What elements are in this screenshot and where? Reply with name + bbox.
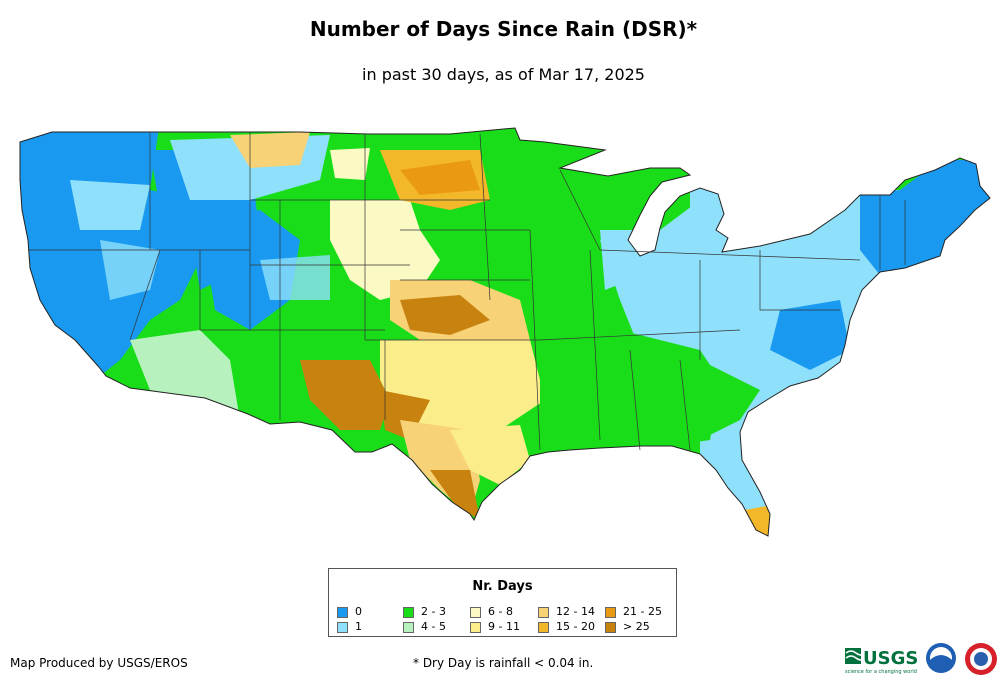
legend-label: 12 - 14 bbox=[556, 605, 595, 618]
legend-label: 2 - 3 bbox=[421, 605, 446, 618]
legend-swatch bbox=[605, 621, 616, 633]
legend-item: 2 - 3 bbox=[403, 605, 446, 618]
usgs-tagline: science for a changing world bbox=[845, 669, 917, 675]
legend-swatch bbox=[403, 606, 414, 618]
legend-swatch bbox=[538, 621, 549, 633]
map-title: Number of Days Since Rain (DSR)* bbox=[309, 17, 698, 41]
legend-swatch bbox=[538, 606, 549, 618]
legend-swatch bbox=[403, 621, 414, 633]
legend-item: 15 - 20 bbox=[538, 620, 595, 633]
us-outline bbox=[19, 127, 991, 537]
legend-title: Nr. Days bbox=[472, 579, 533, 594]
usgs-wordmark: USGS bbox=[863, 648, 918, 669]
legend-item: 0 bbox=[337, 605, 362, 618]
map-subtitle: in past 30 days, as of Mar 17, 2025 bbox=[362, 65, 645, 84]
noaa-logo-icon bbox=[926, 643, 956, 673]
credit-text: Map Produced by USGS/EROS bbox=[10, 656, 188, 670]
legend-swatch bbox=[337, 621, 348, 633]
legend-label: 21 - 25 bbox=[623, 605, 662, 618]
legend-item: 9 - 11 bbox=[470, 620, 520, 633]
legend-label: 1 bbox=[355, 620, 362, 633]
legend-swatch bbox=[470, 621, 481, 633]
legend-swatch bbox=[470, 606, 481, 618]
legend-label: 9 - 11 bbox=[488, 620, 520, 633]
agency-logos: USGS science for a changing world bbox=[845, 643, 997, 675]
state-boundaries bbox=[28, 132, 906, 451]
legend-label: 15 - 20 bbox=[556, 620, 595, 633]
legend-swatch bbox=[337, 606, 348, 618]
dry-day-note: * Dry Day is rainfall < 0.04 in. bbox=[413, 656, 594, 670]
legend-label: 4 - 5 bbox=[421, 620, 446, 633]
usgs-logo: USGS science for a changing world bbox=[845, 648, 918, 675]
legend-item: 21 - 25 bbox=[605, 605, 662, 618]
nws-logo-icon bbox=[965, 643, 997, 675]
legend-item: 12 - 14 bbox=[538, 605, 595, 618]
legend-item: 1 bbox=[337, 620, 362, 633]
legend-label: 6 - 8 bbox=[488, 605, 513, 618]
legend: Nr. Days 0 1 2 - 3 4 - 5 6 - 8 9 - 11 12… bbox=[328, 568, 677, 637]
legend-label: > 25 bbox=[623, 620, 650, 633]
legend-swatch bbox=[605, 606, 616, 618]
legend-label: 0 bbox=[355, 605, 362, 618]
legend-item: 6 - 8 bbox=[470, 605, 513, 618]
legend-item: > 25 bbox=[605, 620, 650, 633]
legend-item: 4 - 5 bbox=[403, 620, 446, 633]
